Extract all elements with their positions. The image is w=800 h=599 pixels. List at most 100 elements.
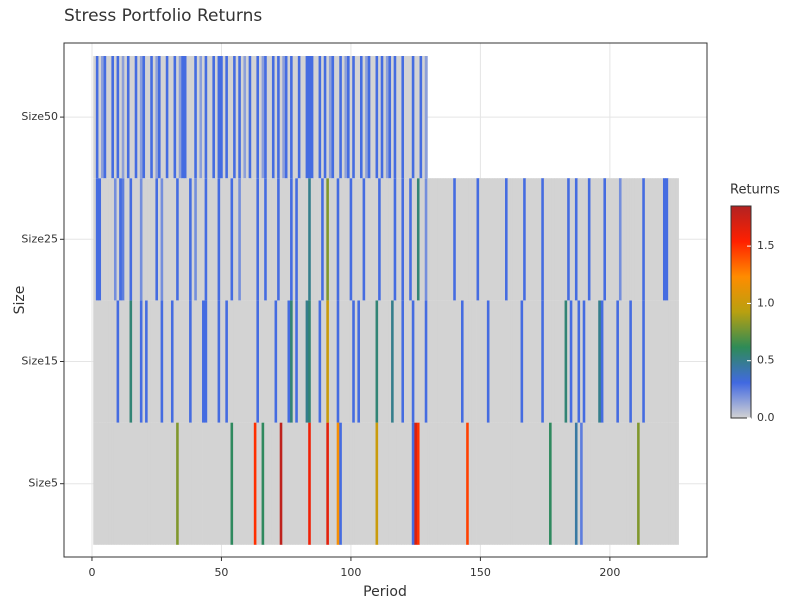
heatmap-cell xyxy=(341,422,345,545)
heatmap-cell xyxy=(214,300,218,423)
heatmap-cell xyxy=(486,300,490,423)
heatmap-cell xyxy=(233,300,237,423)
heatmap-cell xyxy=(572,300,576,423)
heatmap-cell xyxy=(621,300,625,423)
heatmap-cell xyxy=(665,422,669,545)
heatmap-cell xyxy=(297,422,301,545)
heatmap-cell xyxy=(240,300,244,423)
heatmap-cell xyxy=(287,422,291,545)
heatmap-cell xyxy=(287,56,291,179)
heatmap-cell xyxy=(644,178,648,301)
heatmap-cell xyxy=(401,56,405,179)
heatmap-cell xyxy=(572,178,576,301)
heatmap-cell xyxy=(191,300,195,423)
heatmap-cell xyxy=(432,422,436,545)
heatmap-cell xyxy=(251,422,255,545)
heatmap-cell xyxy=(492,300,496,423)
heatmap-cell xyxy=(132,178,136,301)
heatmap-cell xyxy=(352,300,356,423)
heatmap-cell xyxy=(520,178,524,301)
y-tick-label: Size5 xyxy=(28,477,58,490)
heatmap-cell xyxy=(119,300,123,423)
heatmap-cell xyxy=(292,178,296,301)
heatmap-cell xyxy=(204,56,208,179)
heatmap-cell xyxy=(282,178,286,301)
heatmap-cell xyxy=(453,300,457,423)
heatmap-cell xyxy=(606,300,609,423)
heatmap-cell xyxy=(556,300,560,423)
heatmap-cell xyxy=(502,422,506,545)
heatmap-cell xyxy=(593,422,597,545)
heatmap-cell xyxy=(313,300,317,423)
heatmap-cell xyxy=(176,56,180,179)
heatmap-cell xyxy=(163,422,167,545)
heatmap-cell xyxy=(647,300,651,423)
heatmap-cell xyxy=(217,422,221,545)
heatmap-cell xyxy=(124,422,128,545)
heatmap-cell xyxy=(639,300,643,423)
heatmap-cell xyxy=(471,422,475,545)
heatmap-cell xyxy=(406,56,410,179)
heatmap-cell xyxy=(450,178,454,301)
heatmap-cell xyxy=(116,178,120,301)
heatmap-cell xyxy=(375,300,379,423)
y-tick-label: Size50 xyxy=(21,110,58,123)
heatmap-cell xyxy=(416,178,420,301)
heatmap-cell xyxy=(362,56,366,179)
heatmap-cell xyxy=(212,178,216,301)
heatmap-cell xyxy=(357,56,361,179)
heatmap-cell xyxy=(186,422,190,545)
panel-border xyxy=(63,42,708,558)
heatmap-cell xyxy=(139,422,143,545)
heatmap-cell xyxy=(158,300,161,423)
heatmap-cell xyxy=(359,56,363,179)
heatmap-cell xyxy=(613,300,617,423)
heatmap-cell xyxy=(424,178,428,301)
heatmap-cell xyxy=(538,300,542,423)
heatmap-cell xyxy=(393,178,397,301)
heatmap-cell xyxy=(217,56,221,179)
heatmap-cell xyxy=(567,422,571,545)
heatmap-cell xyxy=(590,300,594,423)
heatmap-cell xyxy=(634,300,638,423)
heatmap-cell xyxy=(326,422,330,545)
heatmap-cell xyxy=(186,300,190,423)
heatmap-cell xyxy=(119,56,123,179)
heatmap-cell xyxy=(173,422,177,545)
heatmap-cell xyxy=(582,300,586,423)
heatmap-cell xyxy=(533,300,537,423)
heatmap-cell xyxy=(274,300,278,423)
heatmap-cell xyxy=(359,178,363,301)
heatmap-cell xyxy=(549,178,553,301)
heatmap-cell xyxy=(93,300,97,423)
heatmap-cell xyxy=(176,178,180,301)
heatmap-cell xyxy=(354,56,358,179)
heatmap-cell xyxy=(391,300,395,423)
heatmap-cell xyxy=(536,300,540,423)
heatmap-cell xyxy=(445,178,449,301)
heatmap-cell xyxy=(116,422,120,545)
heatmap-cell xyxy=(145,56,149,179)
heatmap-cell xyxy=(401,178,405,301)
heatmap-cell xyxy=(277,422,281,545)
heatmap-cell xyxy=(657,300,661,423)
heatmap-cell xyxy=(212,56,216,179)
heatmap-cell xyxy=(463,422,467,545)
heatmap-cell xyxy=(593,300,597,423)
heatmap-cell xyxy=(650,178,654,301)
heatmap-cell xyxy=(564,422,568,545)
heatmap-cell xyxy=(248,300,252,423)
heatmap-cell xyxy=(165,56,169,179)
heatmap-cell xyxy=(367,178,371,301)
heatmap-cell xyxy=(124,300,128,423)
heatmap-cell xyxy=(567,300,571,423)
heatmap-cell xyxy=(261,300,265,423)
heatmap-cell xyxy=(318,178,322,301)
heatmap-cell xyxy=(370,300,374,423)
heatmap-cell xyxy=(313,178,317,301)
heatmap-cell xyxy=(220,422,224,545)
heatmap-cell xyxy=(341,178,345,301)
heatmap-cell xyxy=(336,422,340,545)
heatmap-cell xyxy=(189,178,193,301)
heatmap-cell xyxy=(183,178,187,301)
